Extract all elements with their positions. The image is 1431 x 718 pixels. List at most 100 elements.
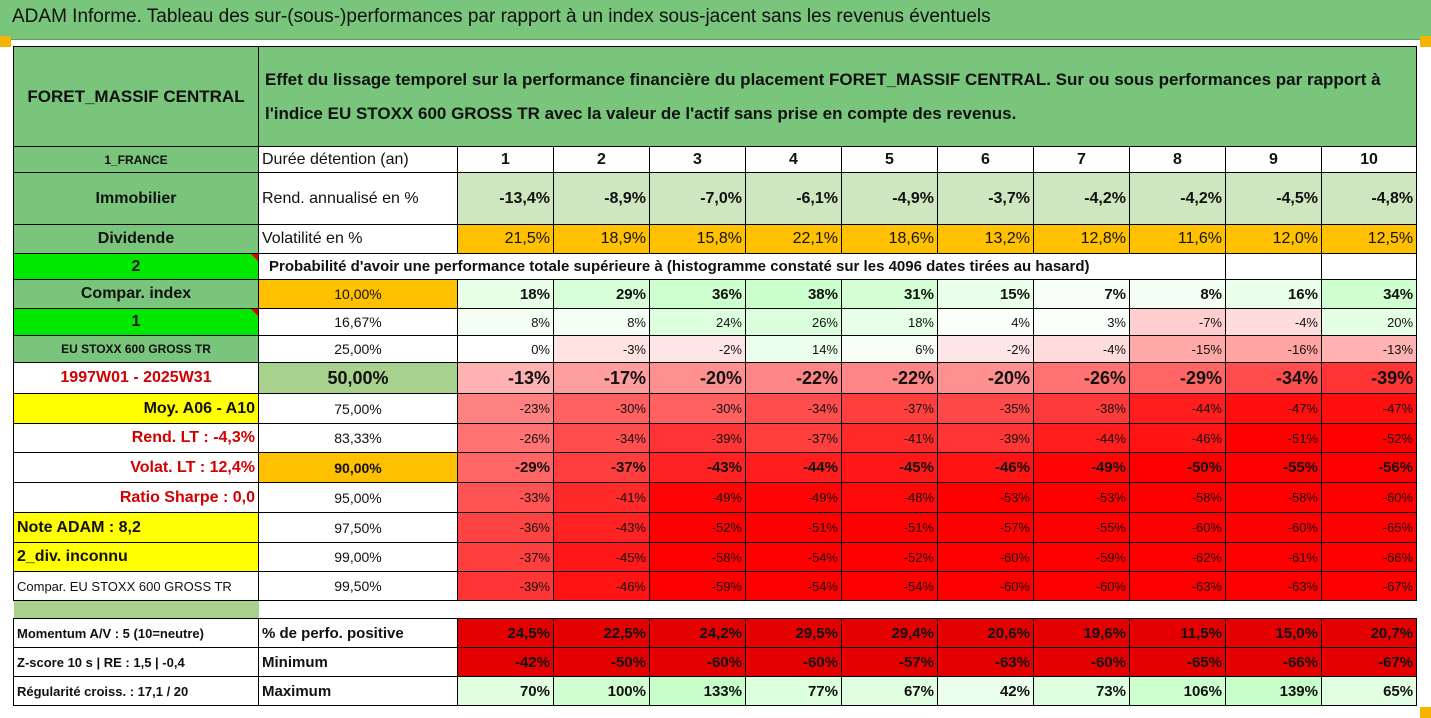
percentile-value: -46% [937, 452, 1034, 483]
data-row: 1 16,67% 8% 8% 24% 26% 18% 4% 3% -7% -4% 20% [13, 308, 1418, 336]
header-value: 10 [1320, 146, 1418, 173]
percentile-value: -39% [937, 423, 1034, 453]
row-metric-label: Durée détention (an) [258, 146, 458, 173]
header-value: 18,9% [553, 224, 650, 254]
footer-row: Régularité croiss. : 17,1 / 20 Maximum 70%… [13, 676, 1418, 706]
footer-left-label: Régularité croiss. : 17,1 / 20 [13, 676, 259, 706]
data-row: Ratio Sharpe : 0,0 95,00% -33% -41% -49% -49%… [13, 482, 1418, 513]
data-row: EU STOXX 600 GROSS TR 25,00% 0% -3% -2% 14% 6%… [13, 335, 1418, 363]
header-value: -3,7% [937, 172, 1034, 225]
header-value: 1 [457, 146, 554, 173]
header-value: -8,9% [553, 172, 650, 225]
prob-left-label: 2 [13, 253, 259, 280]
percentile-value: -51% [745, 512, 842, 543]
percentile-label: 83,33% [258, 423, 458, 453]
percentile-value: 8% [457, 308, 554, 336]
percentile-label: 99,00% [258, 542, 458, 572]
percentile-value: -49% [1033, 452, 1130, 483]
footer-value: -65% [1129, 647, 1226, 677]
header-value: 2 [553, 146, 650, 173]
percentile-value: -20% [937, 362, 1034, 394]
header-row: 1_FRANCE Durée détention (an) 1 2 3 4 5 6 7 8 9 10 [13, 146, 1418, 173]
header-value: 8 [1129, 146, 1226, 173]
percentile-value: -2% [649, 335, 746, 363]
percentile-value: -3% [553, 335, 650, 363]
data-row: Compar. EU STOXX 600 GROSS TR 99,50% -39% -… [13, 571, 1418, 601]
percentile-value: -37% [553, 452, 650, 483]
percentile-value: -22% [841, 362, 938, 394]
percentile-value: 8% [1129, 279, 1226, 309]
percentile-value: -26% [457, 423, 554, 453]
percentile-value: -52% [841, 542, 938, 572]
percentile-value: -15% [1129, 335, 1226, 363]
percentile-value: 3% [1033, 308, 1130, 336]
percentile-value: -61% [1225, 542, 1322, 572]
header-value: 12,8% [1033, 224, 1130, 254]
row-left-label: Compar. EU STOXX 600 GROSS TR [13, 571, 259, 601]
header-value: 22,1% [745, 224, 842, 254]
empty-cell [1225, 253, 1322, 280]
footer-value: 24,5% [457, 618, 554, 648]
percentile-value: -29% [457, 452, 554, 483]
header-value: 21,5% [457, 224, 554, 254]
percentile-value: -35% [937, 393, 1034, 424]
description-row: FORET_MASSIF CENTRAL Effet du lissage tem… [13, 46, 1418, 147]
percentile-value: 8% [553, 308, 650, 336]
percentile-value: -49% [649, 482, 746, 513]
percentile-value: -57% [937, 512, 1034, 543]
header-value: 3 [649, 146, 746, 173]
row-left-label: 2_div. inconnu [13, 542, 259, 572]
percentile-value: -4% [1225, 308, 1322, 336]
percentile-value: -44% [1033, 423, 1130, 453]
data-row: Note ADAM : 8,2 97,50% -36% -43% -52% -51% -51… [13, 512, 1418, 543]
data-row: Volat. LT : 12,4% 90,00% -29% -37% -43% -44% -… [13, 452, 1418, 483]
percentile-value: -46% [553, 571, 650, 601]
percentile-value: -49% [745, 482, 842, 513]
percentile-value: 4% [937, 308, 1034, 336]
percentile-value: -37% [457, 542, 554, 572]
percentile-value: 26% [745, 308, 842, 336]
footer-value: 15,0% [1225, 618, 1322, 648]
row-left-label: 1997W01 - 2025W31 [13, 362, 259, 394]
percentile-value: 16% [1225, 279, 1322, 309]
percentile-value: -53% [1033, 482, 1130, 513]
percentile-value: -37% [745, 423, 842, 453]
percentile-value: -63% [1129, 571, 1226, 601]
footer-value: -57% [841, 647, 938, 677]
footer-value: 133% [649, 676, 746, 706]
percentile-value: -23% [457, 393, 554, 424]
row-left-label: 1_FRANCE [13, 146, 259, 173]
percentile-value: -60% [1033, 571, 1130, 601]
percentile-value: -58% [1225, 482, 1322, 513]
percentile-label: 99,50% [258, 571, 458, 601]
percentile-value: -47% [1225, 393, 1322, 424]
performance-table: FORET_MASSIF CENTRAL Effet du lissage tem… [13, 46, 1418, 706]
header-value: 18,6% [841, 224, 938, 254]
footer-metric-label: Minimum [258, 647, 458, 677]
percentile-value: -33% [457, 482, 554, 513]
percentile-value: -38% [1033, 393, 1130, 424]
percentile-value: -66% [1320, 542, 1418, 572]
footer-left-label: Momentum A/V : 5 (10=neutre) [13, 618, 259, 648]
header-value: 4 [745, 146, 842, 173]
percentile-value: -52% [1320, 423, 1418, 453]
footer-left-label: Z-score 10 s | RE : 1,5 | -0,4 [13, 647, 259, 677]
percentile-value: -65% [1320, 512, 1418, 543]
percentile-value: -60% [937, 542, 1034, 572]
percentile-value: -56% [1320, 452, 1418, 483]
percentile-value: -63% [1225, 571, 1322, 601]
percentile-value: -45% [841, 452, 938, 483]
data-row: Compar. index 10,00% 18% 29% 36% 38% 31% 15% 7% 8… [13, 279, 1418, 309]
percentile-value: -46% [1129, 423, 1226, 453]
row-left-label: Dividende [13, 224, 259, 254]
percentile-value: -55% [1033, 512, 1130, 543]
percentile-value: -7% [1129, 308, 1226, 336]
percentile-value: -2% [937, 335, 1034, 363]
footer-value: -63% [937, 647, 1034, 677]
data-row: 1997W01 - 2025W31 50,00% -13% -17% -20% -22% -… [13, 362, 1418, 394]
percentile-value: -67% [1320, 571, 1418, 601]
percentile-value: -51% [1225, 423, 1322, 453]
percentile-value: 29% [553, 279, 650, 309]
spacer-cell [258, 600, 1417, 619]
